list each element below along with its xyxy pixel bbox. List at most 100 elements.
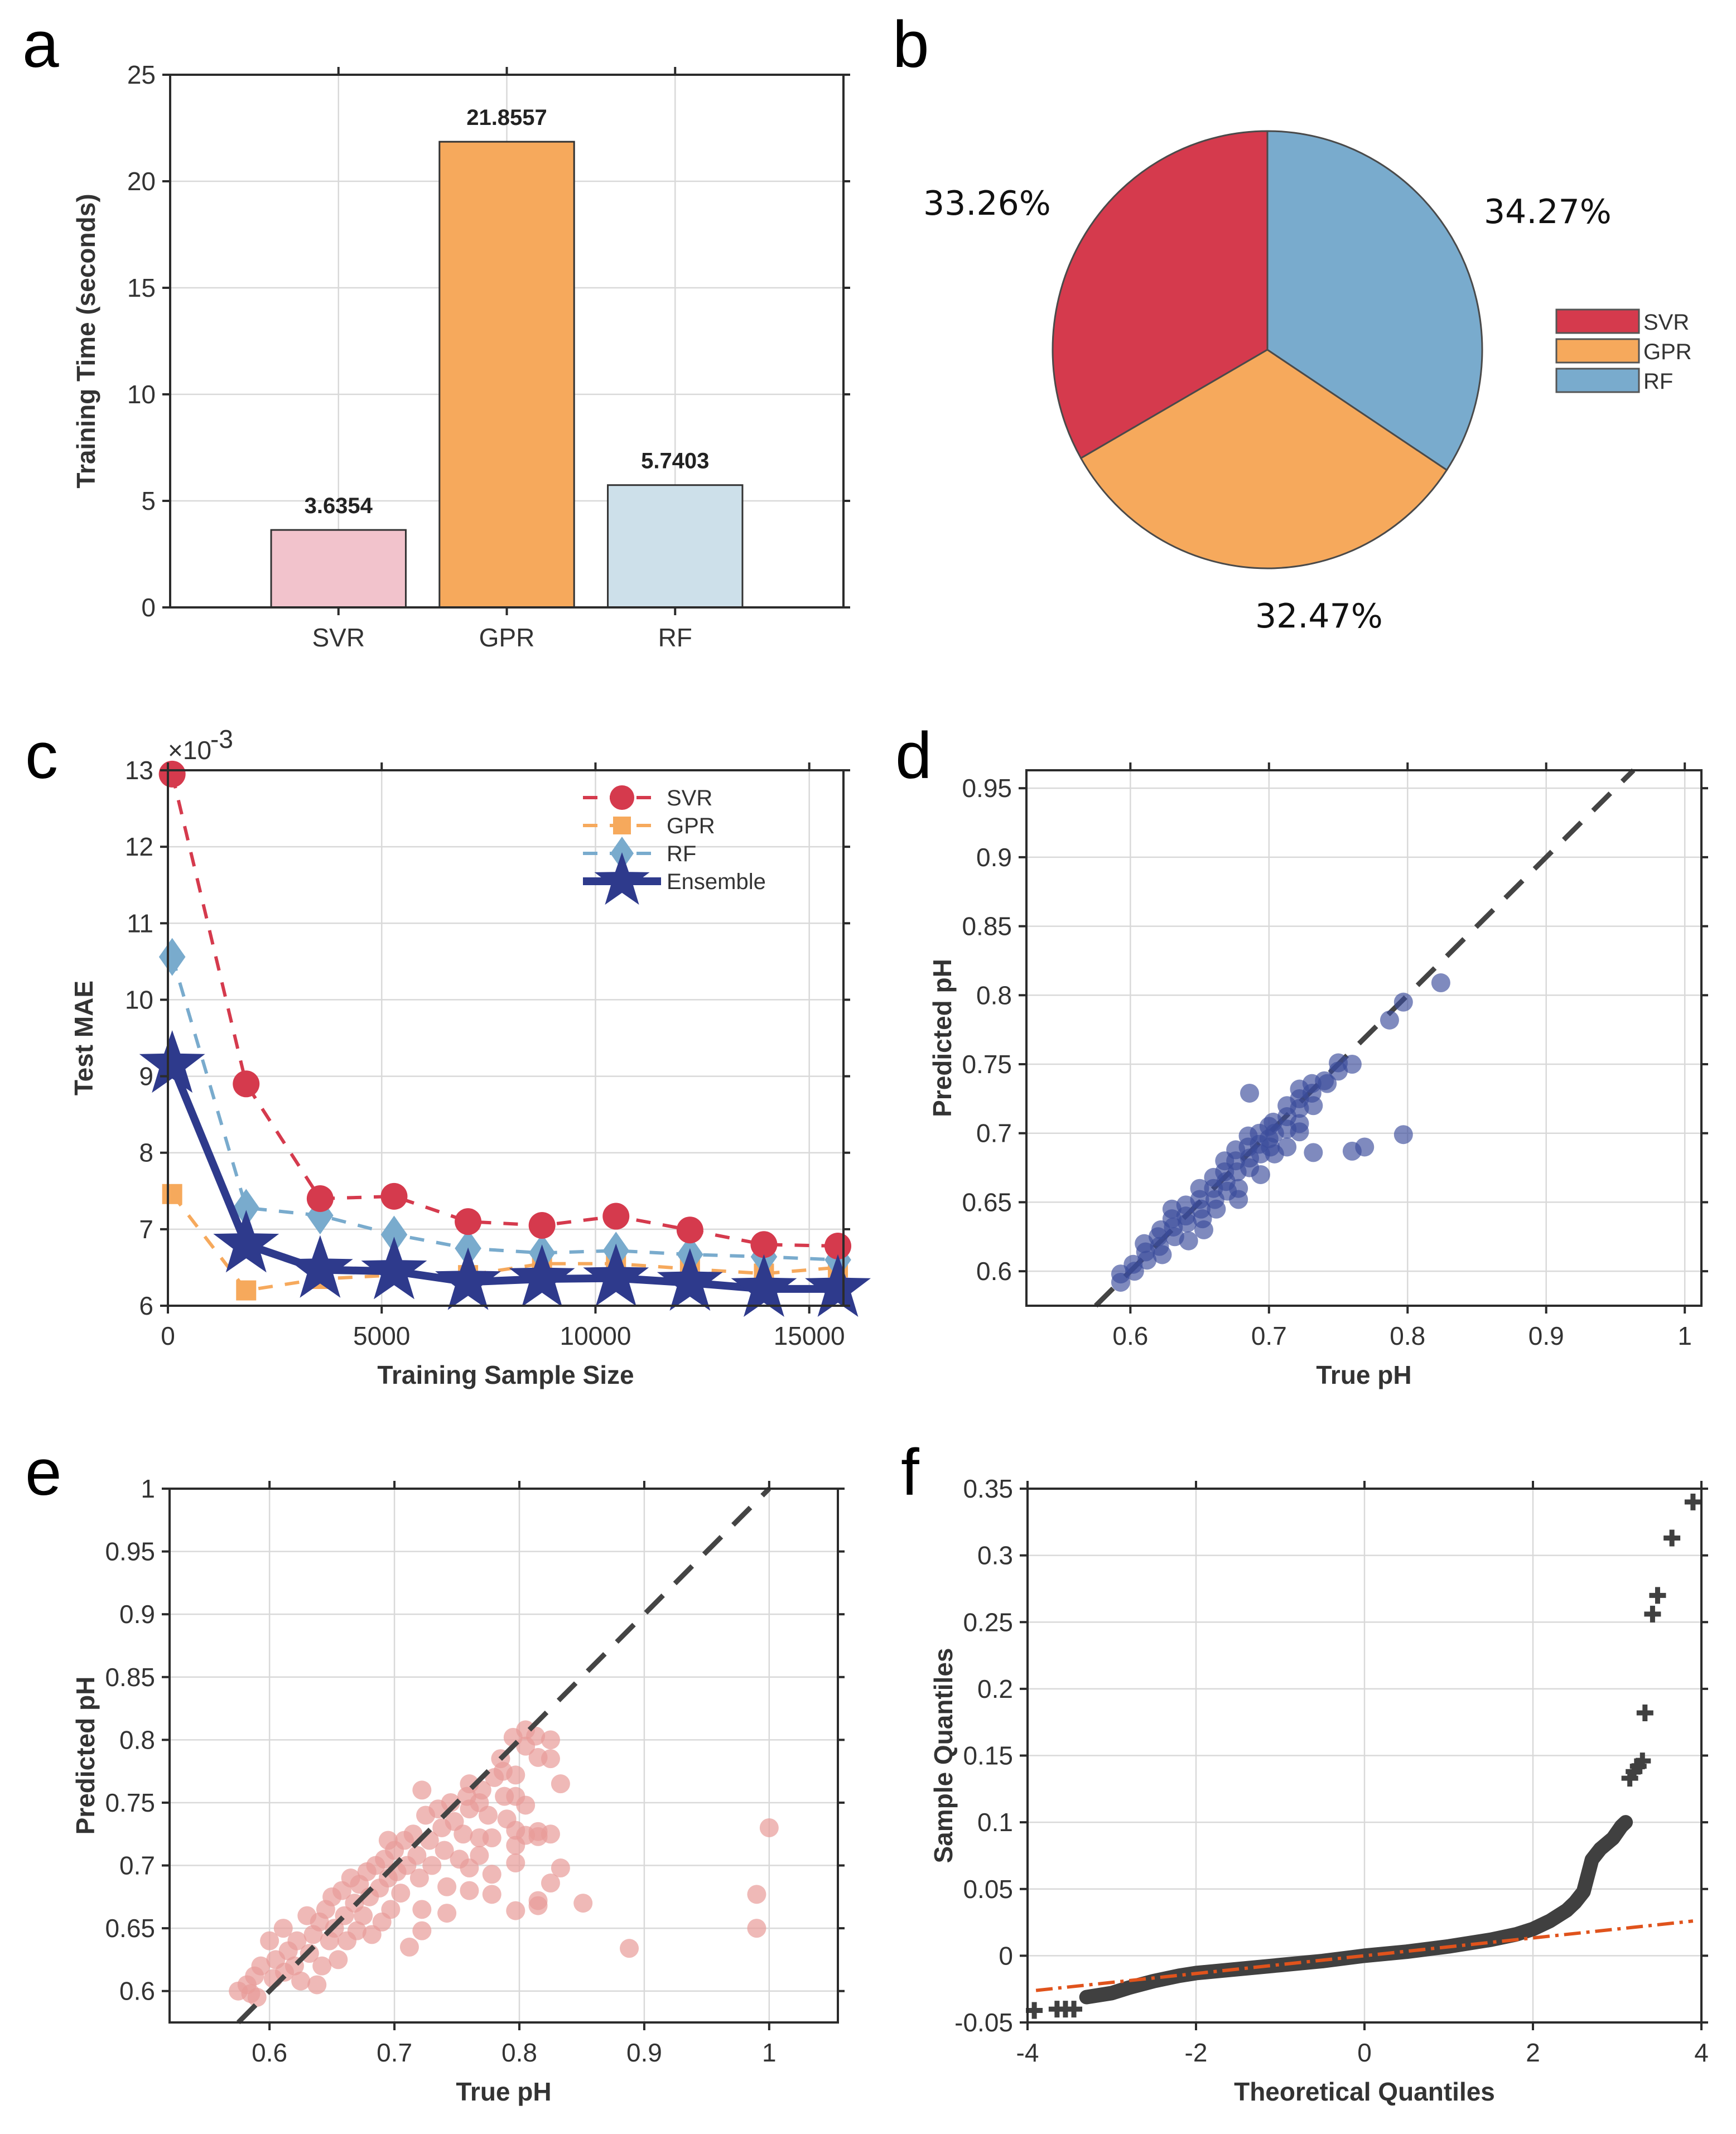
data-point [1125,1262,1144,1281]
pie-percent-label: 34.27% [1484,192,1612,231]
bar-rf [607,484,744,609]
series-line-svr [170,774,838,1248]
data-point [307,1975,327,1995]
y-axis-label: Sample Quantiles [929,1648,958,1863]
panel-e-scatter: 0.6 0.65 0.7 0.75 0.8 0.85 0.9 0.95 1 0.6 0.7 0.8 0.… [71,1474,845,2106]
data-point [437,1877,457,1896]
panel-label-a: a [22,8,59,81]
x-tick-label: 0 [1357,2038,1372,2067]
x-tick-label: 1 [762,2038,777,2067]
data-point [1229,1190,1248,1209]
data-point [409,1869,429,1888]
qq-outlier-point [1684,1493,1701,1510]
data-point-gpr [162,1184,182,1204]
data-point [551,1858,570,1878]
y-tick-label: 8 [139,1138,153,1167]
legend-swatch-gpr [1555,338,1640,364]
bar-value-label: 5.7403 [641,449,709,474]
y-tick-label: 0.95 [962,774,1012,803]
axes-frame [168,1488,839,2024]
x-tick-label: 0.8 [501,2038,537,2067]
data-point [541,1874,560,1893]
y-tick-label: 6 [139,1291,153,1320]
x-axis-label: True pH [456,2077,551,2106]
pie-slice-rf [1266,130,1483,471]
panel-label-d: d [895,719,932,793]
x-category-label: SVR [312,623,365,652]
legend-label: GPR [667,814,715,838]
data-point-svr [158,760,186,788]
y-tick-label: 0.25 [963,1607,1013,1636]
x-tick-label: 0 [161,1321,175,1350]
y-exponent-base: ×10 [168,736,211,765]
bar-value-label: 21.8557 [466,105,547,130]
pie-slice-svr [1052,130,1269,460]
data-point [541,1824,560,1844]
qq-outlier-point [1634,1752,1651,1770]
data-point [291,1971,311,1991]
panel-f-qq-plot: -0.05 0 0.05 0.1 0.15 0.2 0.25 0.3 0.35 -4 -2 0 2 4 Th… [929,1474,1709,2106]
data-point-svr [528,1212,556,1239]
legend-swatch-svr [1555,308,1640,334]
y-tick-label: 0.35 [963,1474,1013,1503]
x-tick-label: 0.7 [1251,1321,1287,1350]
data-point [541,1730,560,1750]
data-point [407,1846,427,1865]
data-point-svr [306,1185,334,1212]
y-tick-label: 25 [127,60,156,89]
data-point-svr [380,1182,408,1210]
panel-c-line-chart: 6 7 8 9 10 11 12 13 0 5000 10000 15000 Training Samp… [69,725,871,1389]
data-point [273,1919,293,1938]
data-point-ensemble [731,1254,797,1317]
data-point [1431,973,1450,993]
data-point [422,1856,442,1875]
y-tick-label: 0.7 [119,1851,155,1880]
series-line-ensemble [168,1063,838,1293]
pie-slice-gpr [1079,349,1448,569]
y-tick-label: 0.65 [962,1187,1012,1216]
panel-label-e: e [25,1436,62,1509]
data-point [347,1921,367,1940]
data-point-ensemble [435,1247,501,1310]
data-point [747,1885,766,1904]
qq-sample-curve [1079,1815,1633,2005]
data-point [1240,1083,1260,1103]
data-point-ensemble [287,1235,353,1298]
data-point [528,1896,548,1915]
y-axis-label: Predicted pH [71,1677,100,1835]
panel-b-pie-chart: 33.26% 32.47% 34.27% SVR GPR RF [923,130,1692,636]
legend-label: GPR [1643,340,1692,364]
data-point [470,1846,489,1865]
y-tick-label: -0.05 [954,2008,1013,2037]
data-point-ensemble [139,1030,205,1093]
data-point-rf [380,1215,408,1254]
legend-marker-gpr [613,817,631,834]
data-point [260,1931,279,1950]
data-point [1304,1143,1323,1162]
data-point [460,1881,479,1900]
qq-outlier-point [1065,2001,1083,2018]
data-point [506,1901,525,1920]
data-point [399,1937,419,1957]
data-point [482,1828,501,1847]
series-line-rf [170,956,838,1262]
y-tick-label: 0.2 [977,1674,1013,1703]
data-point [541,1749,560,1769]
data-point [1355,1137,1375,1157]
legend-marker-ensemble [594,852,650,905]
qq-outlier-point [1636,1704,1653,1721]
data-point [1179,1231,1198,1251]
axes-frame [1025,769,1703,1307]
y-tick-label: 0.7 [976,1119,1012,1148]
y-tick-label: 0 [141,593,156,622]
y-tick-label: 12 [125,832,153,861]
legend-label: RF [667,842,696,866]
y-tick-label: 0.85 [105,1663,155,1692]
y-tick-label: 0.9 [119,1600,155,1629]
data-point [412,1921,432,1940]
qq-outlier-point [1663,1529,1681,1547]
data-point [1251,1165,1270,1184]
data-point-svr [602,1203,630,1230]
data-point [482,1865,501,1884]
panel-label-f: f [901,1436,919,1509]
